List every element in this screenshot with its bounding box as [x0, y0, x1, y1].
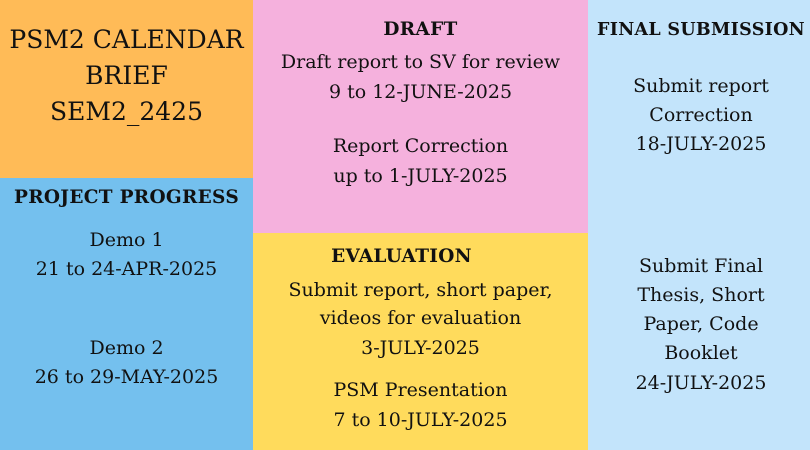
project-progress-heading: PROJECT PROGRESS — [14, 187, 239, 208]
evaluation-submit-date: 3-JULY-2025 — [361, 337, 480, 359]
title-line-3: SEM2_2425 — [49, 97, 203, 126]
project-progress-panel: PROJECT PROGRESS Demo 1 21 to 24-APR-202… — [0, 178, 253, 450]
demo-1-label: Demo 1 — [89, 229, 164, 251]
final-thesis-line-3: Paper, Code — [643, 313, 759, 335]
final-thesis-line-1: Submit Final — [638, 255, 764, 277]
draft-heading: DRAFT — [383, 19, 458, 40]
psm-presentation-label: PSM Presentation — [333, 379, 508, 401]
final-submission-panel: FINAL SUBMISSION Submit report Correctio… — [588, 0, 810, 450]
demo-1-date: 21 to 24-APR-2025 — [35, 258, 218, 280]
final-thesis-line-4: Booklet — [664, 342, 738, 364]
demo-2-label: Demo 2 — [89, 337, 164, 359]
correction-line-1: Submit report — [633, 75, 769, 97]
draft-review-label: Draft report to SV for review — [280, 51, 561, 73]
draft-review-date: 9 to 12-JUNE-2025 — [328, 81, 513, 103]
title-line-2: BRIEF — [85, 61, 168, 90]
evaluation-submit-line-2: videos for evaluation — [319, 307, 522, 329]
correction-line-2: Correction — [649, 104, 753, 126]
demo-2-date: 26 to 29-MAY-2025 — [34, 366, 219, 388]
title-line-1: PSM2 CALENDAR — [9, 25, 244, 54]
correction-date: 18-JULY-2025 — [635, 133, 767, 155]
evaluation-panel: EVALUATION Submit report, short paper, v… — [253, 233, 588, 450]
evaluation-submit-line-1: Submit report, short paper, — [288, 279, 553, 301]
report-correction-label: Report Correction — [332, 135, 509, 157]
evaluation-heading: EVALUATION — [331, 246, 472, 267]
final-thesis-date: 24-JULY-2025 — [635, 372, 767, 394]
draft-panel: DRAFT Draft report to SV for review 9 to… — [253, 0, 588, 233]
psm-presentation-date: 7 to 10-JULY-2025 — [333, 409, 508, 431]
final-thesis-line-2: Thesis, Short — [637, 284, 765, 306]
final-submission-heading: FINAL SUBMISSION — [597, 20, 805, 40]
title-panel: PSM2 CALENDAR BRIEF SEM2_2425 — [0, 0, 253, 178]
report-correction-date: up to 1-JULY-2025 — [333, 165, 508, 187]
